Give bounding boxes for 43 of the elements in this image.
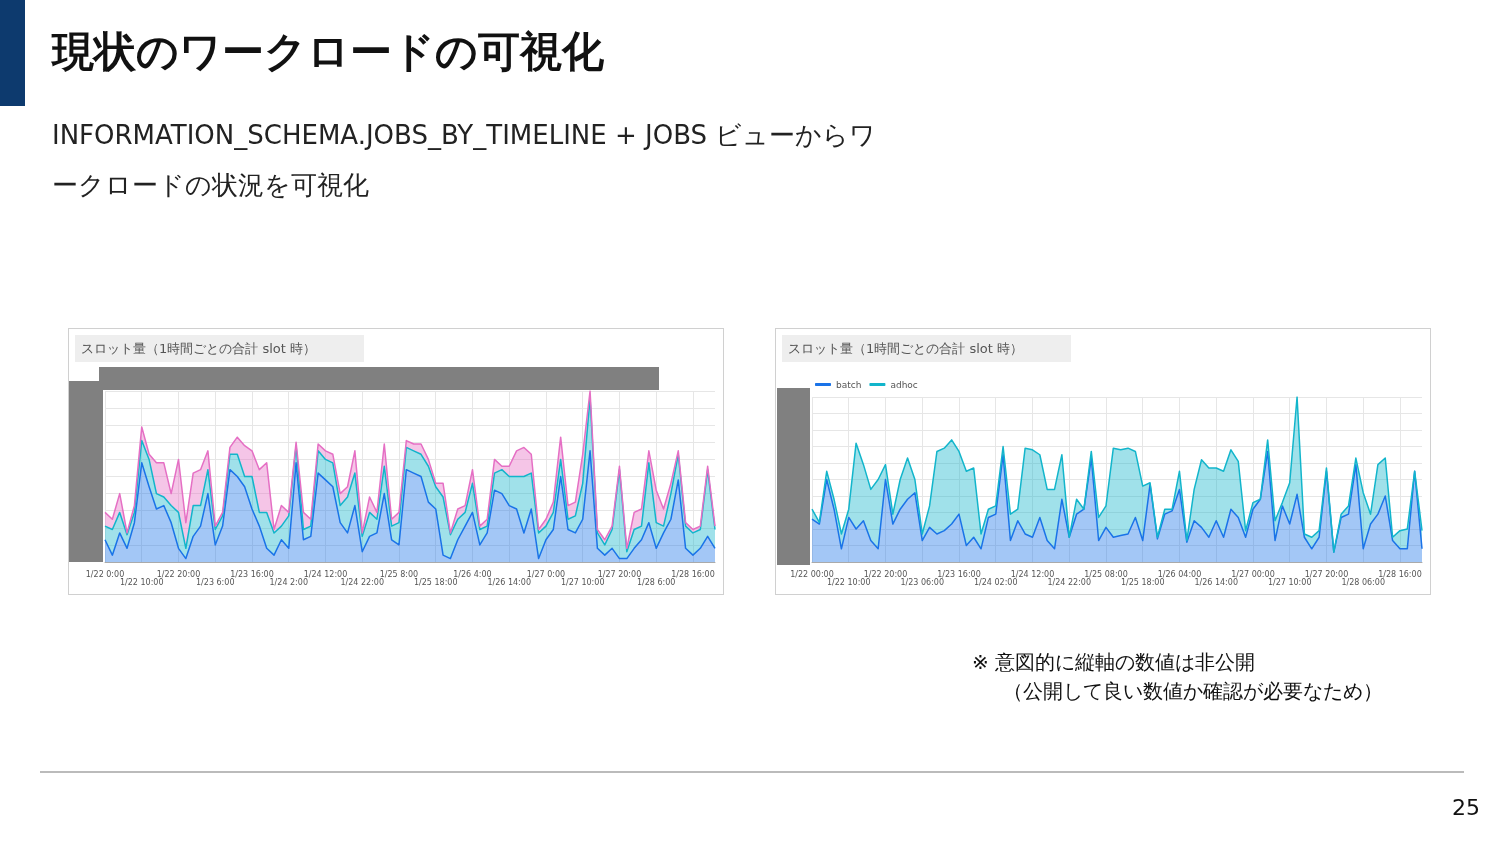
x-tick-label: 1/28 16:00	[671, 569, 715, 579]
x-tick-label: 1/22 10:00	[826, 577, 871, 587]
x-tick-label: 1/22 0:00	[85, 569, 125, 579]
x-tick-label: 1/28 16:00	[1378, 569, 1422, 579]
x-tick-label: 1/27 0:00	[526, 569, 566, 579]
x-tick-label: 1/26 14:00	[487, 577, 531, 587]
x-tick-label: 1/27 20:00	[597, 569, 642, 579]
x-tick-label: 1/26 14:00	[1194, 577, 1238, 587]
x-tick-label: 1/27 10:00	[1267, 577, 1312, 587]
x-tick-label: 1/25 08:00	[1084, 569, 1128, 579]
x-tick-label: 1/26 04:00	[1157, 569, 1202, 579]
x-tick-label: 1/24 2:00	[269, 577, 308, 587]
x-tick-label: 1/23 16:00	[937, 569, 981, 579]
x-tick-label: 1/22 00:00	[790, 569, 834, 579]
x-tick-label: 1/26 4:00	[453, 569, 492, 579]
x-tick-label: 1/23 06:00	[900, 577, 945, 587]
legend-label: adhoc	[890, 379, 918, 390]
x-tick-label: 1/25 8:00	[379, 569, 419, 579]
chart-title: スロット量（1時間ごとの合計 slot 時）	[788, 341, 1023, 356]
chart-title: スロット量（1時間ごとの合計 slot 時）	[81, 341, 316, 356]
text: INFORMATION_SCHEMA.JOBS_BY_TIMELINE + JOBS ビューからワークロードの状況を可視化	[52, 119, 878, 202]
x-tick-label: 1/22 20:00	[156, 569, 201, 579]
x-tick-label: 1/27 10:00	[560, 577, 605, 587]
x-tick-label: 1/23 16:00	[230, 569, 274, 579]
text: 現状のワークロードの可視化	[52, 26, 604, 78]
text: （公開して良い数値か確認が必要なため）	[1003, 678, 1383, 705]
x-tick-label: 1/24 22:00	[340, 577, 385, 587]
x-tick-label: 1/27 20:00	[1304, 569, 1349, 579]
x-tick-label: 1/23 6:00	[196, 577, 235, 587]
x-tick-label: 1/25 18:00	[413, 577, 458, 587]
x-tick-label: 1/24 12:00	[303, 569, 348, 579]
x-tick-label: 1/27 00:00	[1231, 569, 1275, 579]
x-tick-label: 1/22 10:00	[119, 577, 164, 587]
x-tick-label: 1/22 20:00	[863, 569, 908, 579]
x-tick-label: 1/28 6:00	[636, 577, 676, 587]
x-tick-label: 1/28 06:00	[1341, 577, 1385, 587]
x-tick-label: 1/24 22:00	[1047, 577, 1092, 587]
text: ※ 意図的に縦軸の数値は非公開	[972, 649, 1256, 676]
legend-label: batch	[836, 379, 862, 390]
x-tick-label: 1/25 18:00	[1120, 577, 1165, 587]
x-tick-label: 1/24 12:00	[1010, 569, 1055, 579]
text: 25	[1452, 795, 1480, 820]
x-tick-label: 1/24 02:00	[973, 577, 1018, 587]
